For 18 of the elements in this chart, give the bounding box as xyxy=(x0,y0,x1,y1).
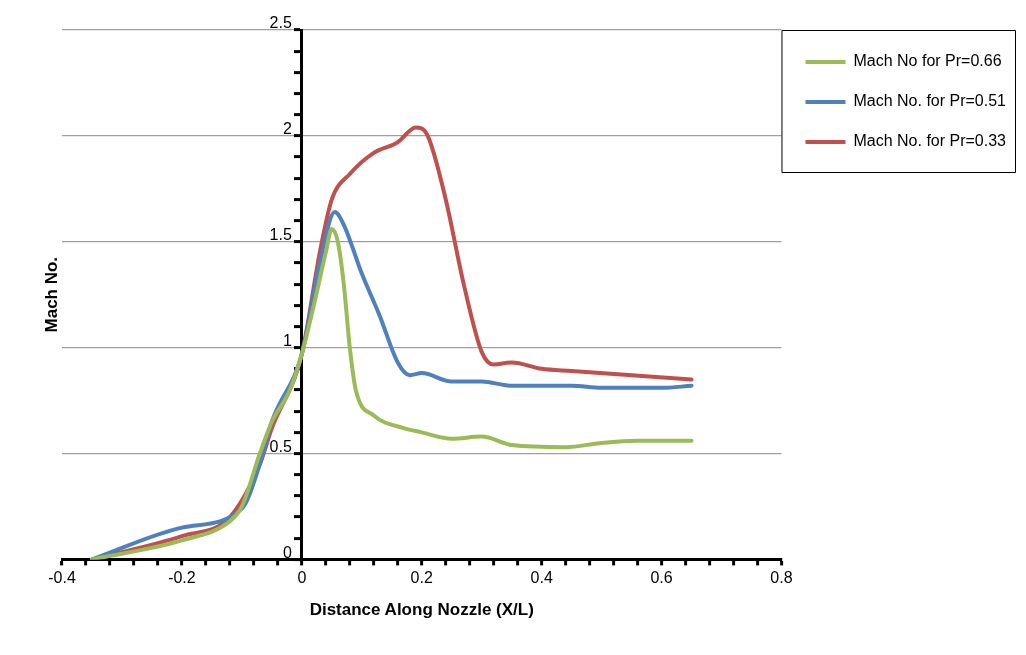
x-tick-label: 0.4 xyxy=(530,569,553,587)
y-axis-title: Mach No. xyxy=(41,256,61,333)
x-tick-label: 0 xyxy=(297,569,307,587)
x-tick-label: -0.4 xyxy=(48,569,76,587)
legend-label: Mach No for Pr=0.66 xyxy=(853,52,1002,70)
y-tick-label: 2 xyxy=(282,120,292,138)
y-tick-label: 1.5 xyxy=(269,226,292,244)
x-axis-title: Distance Along Nozzle (X/L) xyxy=(309,600,534,620)
y-tick-label: 0 xyxy=(282,543,292,561)
x-tick-label: 0.6 xyxy=(650,569,673,587)
x-tick-label: 0.2 xyxy=(410,569,433,587)
y-tick-label: 0.5 xyxy=(269,437,292,455)
legend-label: Mach No. for Pr=0.33 xyxy=(853,132,1007,150)
legend-label: Mach No. for Pr=0.51 xyxy=(853,92,1007,110)
y-tick-label: 1 xyxy=(282,332,292,350)
x-tick-label: 0.8 xyxy=(770,569,793,587)
y-tick-label: 2.5 xyxy=(269,14,292,32)
x-tick-label: -0.2 xyxy=(168,569,196,587)
